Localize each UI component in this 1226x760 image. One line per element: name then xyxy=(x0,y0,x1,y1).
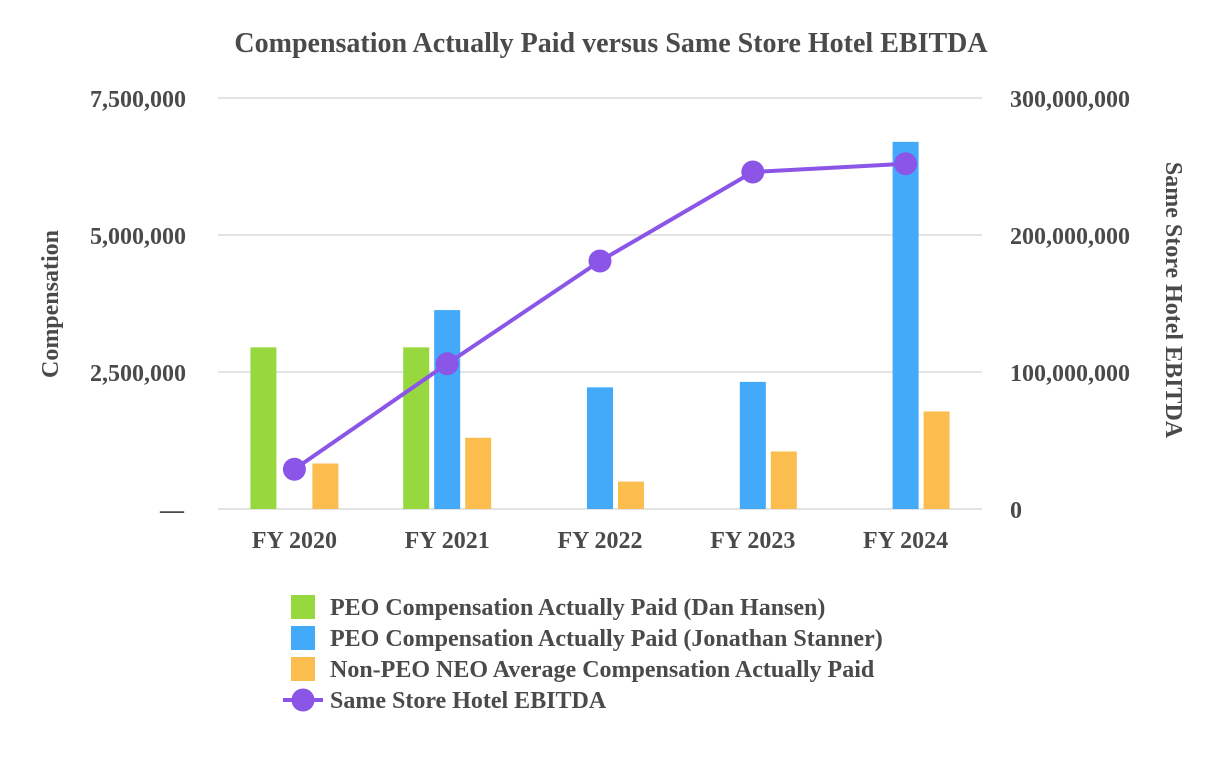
left-axis-title: Compensation xyxy=(38,230,64,378)
chart-title: Compensation Actually Paid versus Same S… xyxy=(234,28,988,59)
legend-label: Non-PEO NEO Average Compensation Actuall… xyxy=(330,657,875,683)
line-point xyxy=(588,249,612,273)
left-tick-label: 7,500,000 xyxy=(90,87,186,113)
x-tick-label: FY 2024 xyxy=(863,528,948,554)
bar xyxy=(770,451,797,509)
right-tick-label: 200,000,000 xyxy=(1010,224,1130,250)
legend-marker xyxy=(291,688,315,712)
right-axis-title: Same Store Hotel EBITDA xyxy=(1160,162,1186,439)
bar xyxy=(250,347,277,509)
bar xyxy=(618,481,644,509)
x-axis-ticks: FY 2020 FY 2021 FY 2022 FY 2023 FY 2024 xyxy=(252,528,948,554)
left-axis-ticks: — 2,500,000 5,000,000 7,500,000 xyxy=(90,87,186,524)
x-tick-label: FY 2020 xyxy=(252,528,337,554)
right-tick-label: 100,000,000 xyxy=(1010,361,1130,387)
x-tick-label: FY 2021 xyxy=(405,528,490,554)
legend-label: PEO Compensation Actually Paid (Dan Hans… xyxy=(330,595,825,621)
right-tick-label: 0 xyxy=(1010,498,1022,524)
bar xyxy=(892,141,919,509)
legend: PEO Compensation Actually Paid (Dan Hans… xyxy=(283,595,883,714)
bar xyxy=(434,310,461,509)
left-tick-label: 5,000,000 xyxy=(90,224,186,250)
line-point xyxy=(435,352,459,376)
bar xyxy=(923,411,950,509)
line-series xyxy=(282,152,918,481)
legend-swatch xyxy=(291,595,315,619)
legend-label: Same Store Hotel EBITDA xyxy=(330,688,607,714)
bar-series xyxy=(250,141,950,509)
x-tick-label: FY 2023 xyxy=(710,528,795,554)
line-point xyxy=(282,457,306,481)
left-tick-label: — xyxy=(159,498,185,524)
legend-swatch xyxy=(291,626,315,650)
bar xyxy=(312,463,339,509)
legend-swatch xyxy=(291,657,315,681)
bar xyxy=(403,347,430,509)
right-axis-ticks: 0 100,000,000 200,000,000 300,000,000 xyxy=(1010,87,1130,524)
line-point xyxy=(894,152,918,176)
line-point xyxy=(741,160,765,184)
right-tick-label: 300,000,000 xyxy=(1010,87,1130,113)
bar xyxy=(587,387,613,509)
bar xyxy=(739,381,766,509)
x-tick-label: FY 2022 xyxy=(557,528,642,554)
left-tick-label: 2,500,000 xyxy=(90,361,186,387)
legend-label: PEO Compensation Actually Paid (Jonathan… xyxy=(330,626,883,652)
bar xyxy=(465,437,492,509)
